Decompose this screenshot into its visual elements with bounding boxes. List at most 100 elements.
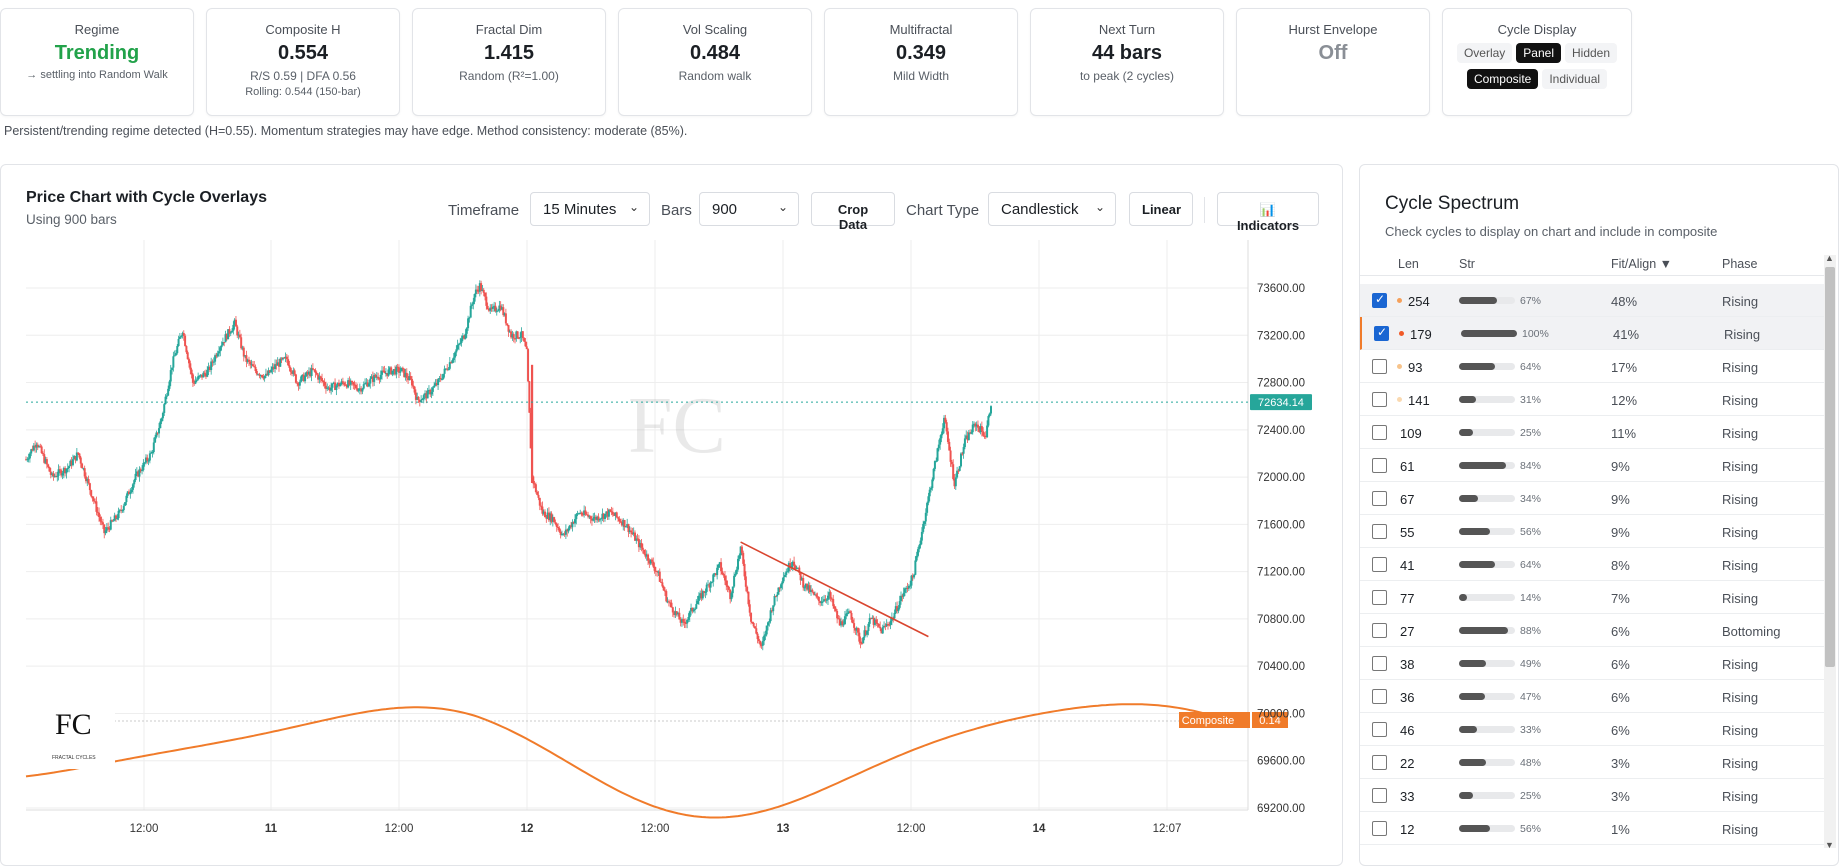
strength-percent: 64%	[1520, 361, 1542, 373]
candle	[94, 501, 97, 503]
view-composite-button[interactable]: Composite	[1466, 69, 1539, 89]
spectrum-row[interactable]: 61 84% 9% Rising	[1360, 449, 1826, 482]
cycle-checkbox[interactable]	[1372, 590, 1387, 605]
spectrum-row[interactable]: 36 47% 6% Rising	[1360, 680, 1826, 713]
indicators-button[interactable]: 📊 Indicators	[1217, 192, 1319, 233]
spectrum-row[interactable]: 67 34% 9% Rising	[1360, 482, 1826, 515]
spectrum-row[interactable]: 22 48% 3% Rising	[1360, 746, 1826, 779]
candle	[52, 473, 55, 477]
candle	[351, 380, 354, 383]
spectrum-row[interactable]: 254 67% 48% Rising	[1360, 284, 1826, 317]
cycle-checkbox[interactable]	[1372, 623, 1387, 638]
view-individual-button[interactable]: Individual	[1542, 69, 1608, 89]
spectrum-row[interactable]: 179 100% 41% Rising	[1360, 317, 1826, 350]
candle	[508, 331, 511, 333]
spectrum-row[interactable]: 55 56% 9% Rising	[1360, 515, 1826, 548]
metric-sub: Mild Width	[892, 69, 949, 83]
cycle-checkbox[interactable]	[1372, 656, 1387, 671]
candle	[480, 283, 483, 291]
candle	[693, 608, 696, 610]
fit-align-value: 12%	[1611, 393, 1638, 408]
candle	[503, 313, 506, 316]
phase-value: Rising	[1722, 492, 1759, 507]
timeframe-select[interactable]: 15 Minutes ⌄	[530, 192, 650, 226]
candle	[563, 533, 566, 535]
candle	[122, 505, 125, 511]
cycle-checkbox[interactable]	[1372, 788, 1387, 803]
mode-hidden-button[interactable]: Hidden	[1565, 43, 1618, 63]
cycle-checkbox[interactable]	[1372, 524, 1387, 539]
spectrum-row[interactable]: 109 25% 11% Rising	[1360, 416, 1826, 449]
cycle-checkbox[interactable]	[1372, 425, 1387, 440]
candle	[940, 433, 943, 439]
cycle-checkbox[interactable]	[1374, 325, 1389, 341]
mode-panel-button[interactable]: Panel	[1516, 43, 1561, 63]
candle	[44, 459, 47, 463]
spectrum-row[interactable]: 12 56% 1% Rising	[1360, 812, 1826, 845]
cycle-checkbox[interactable]	[1372, 458, 1387, 473]
cycle-checkbox[interactable]	[1372, 821, 1387, 836]
cycle-checkbox[interactable]	[1372, 755, 1387, 770]
candle	[772, 605, 775, 612]
candle	[232, 324, 235, 331]
candle	[580, 512, 583, 515]
candle	[978, 427, 981, 433]
candle	[79, 457, 82, 464]
scroll-up-icon[interactable]: ▲	[1825, 253, 1834, 263]
candle	[650, 559, 653, 562]
cycle-checkbox[interactable]	[1372, 491, 1387, 506]
cycle-checkbox[interactable]	[1372, 359, 1387, 374]
spectrum-row[interactable]: 46 33% 6% Rising	[1360, 713, 1826, 746]
spectrum-row[interactable]: 27 88% 6% Bottoming	[1360, 614, 1826, 647]
spectrum-row[interactable]: 41 64% 8% Rising	[1360, 548, 1826, 581]
header-len[interactable]: Len	[1398, 257, 1419, 271]
spectrum-row[interactable]: 38 49% 6% Rising	[1360, 647, 1826, 680]
cycle-checkbox[interactable]	[1372, 292, 1387, 308]
candle	[371, 376, 374, 382]
candle	[412, 385, 415, 387]
cycle-checkbox[interactable]	[1372, 689, 1387, 704]
scale-linear-button[interactable]: Linear	[1129, 192, 1193, 226]
candle	[354, 384, 357, 389]
candle	[225, 334, 228, 340]
bars-select[interactable]: 900 ⌄	[699, 192, 799, 226]
candle	[523, 338, 526, 342]
candle	[530, 364, 534, 483]
price-chart[interactable]: FC Composite 0.14 73600.00 73200.00 72800.0…	[1, 240, 1321, 855]
candle	[813, 594, 816, 596]
candle	[328, 387, 331, 391]
chart-type-select[interactable]: Candlestick ⌄	[988, 192, 1116, 226]
svg-text:FRACTAL CYCLES: FRACTAL CYCLES	[52, 755, 96, 761]
candle	[250, 364, 253, 366]
candle	[697, 595, 700, 601]
candle	[759, 641, 762, 645]
candle	[280, 358, 283, 360]
candle	[734, 574, 737, 576]
spectrum-row[interactable]: 33 25% 3% Rising	[1360, 779, 1826, 812]
header-str[interactable]: Str	[1459, 257, 1475, 271]
cycle-checkbox[interactable]	[1372, 722, 1387, 737]
metric-card-hurst-envelope[interactable]: Hurst Envelope Off	[1236, 8, 1430, 116]
mode-overlay-button[interactable]: Overlay	[1456, 43, 1513, 63]
candle	[645, 554, 648, 557]
candle	[240, 337, 243, 349]
scroll-down-icon[interactable]: ▼	[1825, 840, 1834, 850]
spectrum-row[interactable]: 141 31% 12% Rising	[1360, 383, 1826, 416]
spectrum-row[interactable]: 93 64% 17% Rising	[1360, 350, 1826, 383]
candle	[486, 305, 489, 309]
scrollbar-thumb[interactable]	[1825, 267, 1835, 667]
y-tick-label: 72000.00	[1257, 472, 1305, 484]
candle	[743, 563, 746, 577]
candle	[160, 418, 163, 422]
candle	[472, 301, 475, 305]
header-phase[interactable]: Phase	[1722, 257, 1758, 271]
spectrum-scrollbar[interactable]: ▲ ▼	[1824, 253, 1836, 850]
crop-data-button[interactable]: Crop Data	[811, 192, 895, 232]
header-fit-align[interactable]: Fit/Align ▼	[1611, 257, 1672, 271]
candle	[596, 516, 599, 520]
spectrum-row[interactable]: 77 14% 7% Rising	[1360, 581, 1826, 614]
cycle-checkbox[interactable]	[1372, 392, 1387, 407]
svg-text:FC: FC	[55, 708, 92, 741]
cycle-checkbox[interactable]	[1372, 557, 1387, 572]
candle	[349, 380, 352, 385]
